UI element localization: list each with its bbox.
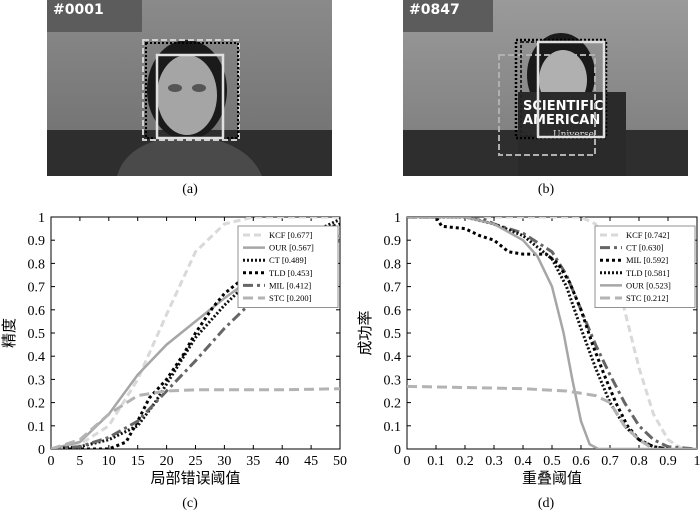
series-line — [407, 217, 669, 449]
series-line — [51, 387, 340, 449]
y-tick-label: 0.7 — [28, 281, 46, 296]
x-tick-label: 30 — [217, 454, 231, 469]
legend-entry: CT [0.489] — [269, 255, 307, 265]
y-tick-label: 0.8 — [28, 257, 46, 272]
legend-entry: TLD [0.581] — [626, 268, 670, 278]
x-tick-label: 25 — [189, 454, 203, 469]
x-tick-label: 0 — [48, 454, 55, 469]
series-line — [407, 384, 655, 449]
legend-entry: MIL [0.592] — [626, 255, 668, 265]
x-tick-label: 0.2 — [456, 454, 474, 469]
x-tick-label: 10 — [102, 454, 116, 469]
x-tick-label: 0.4 — [514, 454, 532, 469]
magazine-subtitle: Universe — [553, 130, 594, 140]
y-tick-label: 0.8 — [384, 257, 402, 272]
legend-entry: OUR [0.567] — [269, 243, 314, 253]
y-tick-label: 0.9 — [384, 234, 402, 249]
x-tick-label: 20 — [160, 454, 174, 469]
success-chart: 0 0.1 0.2 0.3 0.4 0.5 0.6 0.7 0.8 0.9 1 0 0.1 0.2 0.3 0… — [357, 211, 700, 487]
x-tick-label: 40 — [275, 454, 289, 469]
series-line — [51, 217, 340, 449]
legend-entry: OUR [0.523] — [626, 280, 671, 290]
x-tick-label: 0.3 — [485, 454, 503, 469]
y-tick-label: 0.3 — [28, 373, 46, 388]
y-tick-label: 0.3 — [384, 373, 402, 388]
y-tick-label: 0.6 — [384, 304, 402, 319]
y-tick-label: 0.9 — [28, 234, 46, 249]
x-tick-label: 15 — [131, 454, 145, 469]
series-line — [407, 217, 697, 449]
y-tick-label: 0.5 — [384, 327, 402, 342]
y-tick-label: 1 — [38, 211, 45, 226]
legend-entry: KCF [0.742] — [626, 230, 670, 240]
magazine-title-line1: SCIENTIFIC — [523, 99, 603, 114]
photo-panel-b: SCIENTIFIC AMERICAN Universe #0847 — [403, 0, 688, 176]
magazine-title-line2: AMERICAN — [523, 113, 600, 128]
caption-a: (a) — [182, 182, 198, 197]
frame-number-label: #0847 — [409, 2, 460, 18]
x-tick-label: 1 — [694, 454, 700, 469]
y-tick-label: 0.4 — [28, 350, 46, 365]
legend-entry: MIL [0.412] — [269, 280, 311, 290]
series-line — [407, 217, 697, 449]
y-tick-label: 0.6 — [28, 304, 46, 319]
y-axis-label: 成功率 — [357, 310, 374, 355]
x-tick-label: 0.6 — [572, 454, 590, 469]
y-tick-label: 0.1 — [384, 420, 402, 435]
x-axis-label: 局部错误阈值 — [150, 470, 240, 487]
y-axis-label: 精度 — [1, 318, 18, 348]
x-tick-label: 0.9 — [659, 454, 677, 469]
x-tick-label: 45 — [304, 454, 318, 469]
precision-chart: 0 5 10 15 20 25 30 35 40 45 50 0 0.1 0.2 0.3 0.4 0.5 0.6 0… — [1, 211, 347, 487]
series-line — [51, 222, 340, 449]
x-tick-label: 0.7 — [601, 454, 619, 469]
y-tick-label: 1 — [394, 211, 401, 226]
x-tick-label: 50 — [333, 454, 347, 469]
photo-panel-a: #0001 — [47, 0, 332, 176]
y-tick-label: 0.4 — [384, 350, 402, 365]
x-axis-label: 重叠阈值 — [522, 470, 582, 487]
tracking-frame-image-b: SCIENTIFIC AMERICAN Universe — [403, 0, 688, 176]
caption-b: (b) — [537, 182, 555, 197]
y-tick-label: 0 — [38, 443, 45, 458]
legend-entry: KCF [0.677] — [269, 230, 313, 240]
caption-c: (c) — [182, 496, 198, 511]
x-tick-label: 0.1 — [427, 454, 445, 469]
caption-d: (d) — [537, 496, 555, 511]
x-tick-label: 0 — [404, 454, 411, 469]
legend-box — [594, 225, 696, 308]
y-tick-label: 0.1 — [28, 420, 46, 435]
legend-entry: STC [0.212] — [626, 293, 669, 303]
x-tick-label: 0.8 — [630, 454, 648, 469]
y-tick-label: 0.2 — [28, 397, 46, 412]
x-tick-label: 35 — [246, 454, 260, 469]
y-tick-label: 0.7 — [384, 281, 402, 296]
y-tick-label: 0.2 — [384, 397, 402, 412]
frame-number-label: #0001 — [53, 2, 104, 18]
y-tick-label: 0.5 — [28, 327, 46, 342]
y-tick-label: 0 — [394, 443, 401, 458]
legend-entry: CT [0.630] — [626, 243, 664, 253]
legend-entry: STC [0.200] — [269, 293, 312, 303]
legend-entry: TLD [0.453] — [269, 268, 313, 278]
x-tick-label: 5 — [76, 454, 83, 469]
legend-box — [237, 225, 339, 308]
tracking-frame-image-a — [47, 0, 332, 176]
x-tick-label: 0.5 — [543, 454, 561, 469]
